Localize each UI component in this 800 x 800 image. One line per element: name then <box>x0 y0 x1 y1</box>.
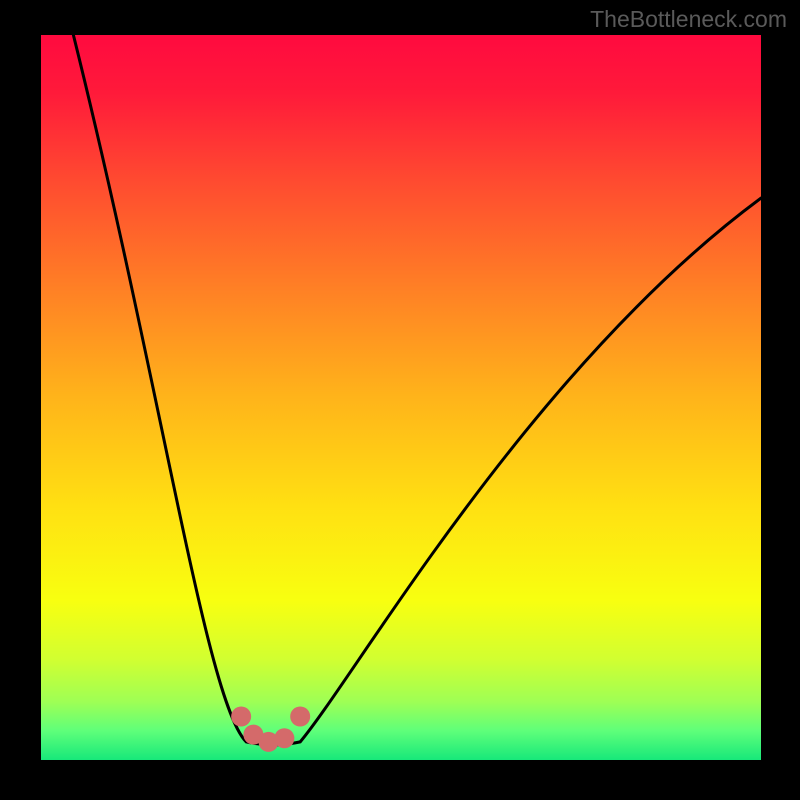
watermark-text: TheBottleneck.com <box>590 6 787 33</box>
gradient-background <box>41 35 761 760</box>
chart-svg <box>41 35 761 760</box>
valley-marker <box>231 707 251 727</box>
valley-marker <box>274 728 294 748</box>
plot-area <box>41 35 761 760</box>
valley-marker <box>290 707 310 727</box>
chart-container: TheBottleneck.com <box>0 0 800 800</box>
